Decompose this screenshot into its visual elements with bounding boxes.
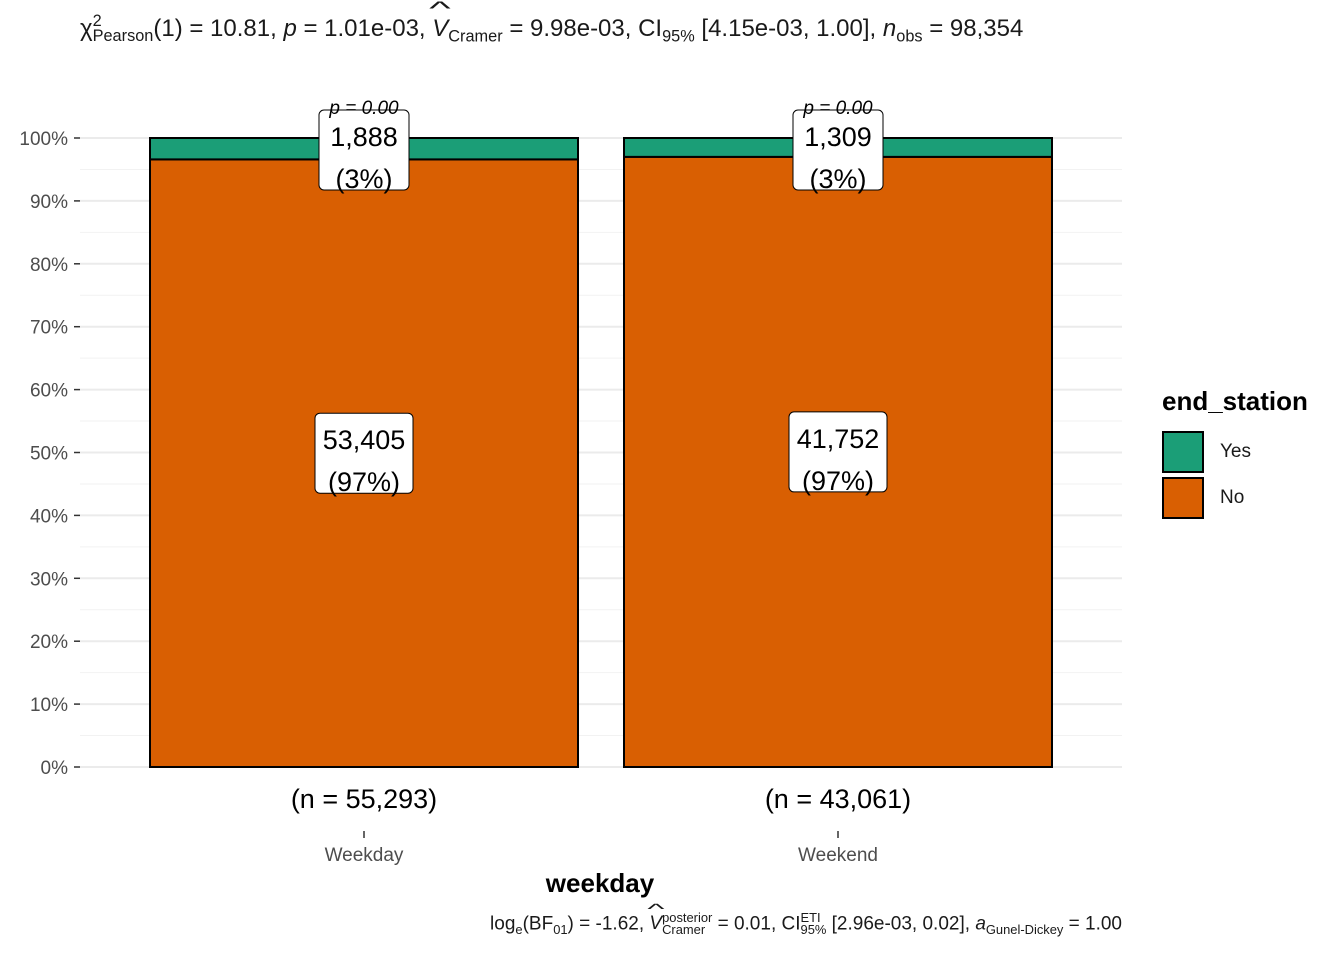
y-tick-label: 50% (30, 444, 68, 465)
label-no-weekend-box (788, 411, 888, 493)
group-count-label: (n = 55,293) (291, 784, 437, 814)
label-no-weekend-percent: (97%) (802, 466, 874, 496)
legend-label-yes: Yes (1220, 441, 1251, 462)
y-tick-label: 80% (30, 255, 68, 276)
p-value-label: p = 0.00 (328, 98, 399, 119)
label-yes-weekday-percent: (3%) (335, 164, 392, 194)
label-yes-weekday-box (318, 109, 410, 191)
y-tick-label: 70% (30, 318, 68, 339)
x-tick-label: Weekday (325, 845, 404, 866)
label-no-weekday-count: 53,405 (323, 425, 406, 455)
legend-item-yes: Yes (1162, 429, 1308, 475)
label-no-weekend-count: 41,752 (797, 424, 880, 454)
x-axis-title: weekday (545, 868, 655, 898)
x-tick-label: Weekend (798, 845, 878, 866)
p-value-label: p = 0.00 (802, 98, 873, 119)
y-axis: 0% 10% 20% 30% 40% 50% 60% 70% 80% 90% 100% (19, 129, 80, 779)
group-count-label: (n = 43,061) (765, 784, 911, 814)
legend-swatch-yes (1162, 431, 1204, 473)
y-tick-label: 10% (30, 695, 68, 716)
x-axis: (n = 55,293) Weekday (n = 43,061) Weekend we… (291, 784, 911, 898)
y-tick-label: 30% (30, 569, 68, 590)
data-labels: 53,405 (97%) 1,888 (3%) p = 0.00 41,752 (97%) 1… (314, 98, 888, 497)
legend: end_station Yes No (1162, 386, 1308, 521)
y-tick-label: 100% (19, 129, 68, 150)
label-no-weekday-percent: (97%) (328, 467, 400, 497)
y-tick-label: 90% (30, 192, 68, 213)
label-yes-weekend-box (792, 109, 884, 191)
label-yes-weekend-count: 1,309 (804, 122, 872, 152)
legend-swatch-no (1162, 477, 1204, 519)
label-yes-weekend-percent: (3%) (809, 164, 866, 194)
legend-item-no: No (1162, 475, 1308, 521)
y-tick-label: 60% (30, 381, 68, 402)
y-tick-label: 40% (30, 506, 68, 527)
y-tick-label: 0% (41, 758, 69, 779)
y-tick-label: 20% (30, 632, 68, 653)
label-no-weekday-box (314, 412, 414, 494)
label-yes-weekday-count: 1,888 (330, 122, 398, 152)
bars (149, 137, 1053, 769)
legend-title: end_station (1162, 386, 1308, 416)
legend-label-no: No (1220, 487, 1245, 508)
